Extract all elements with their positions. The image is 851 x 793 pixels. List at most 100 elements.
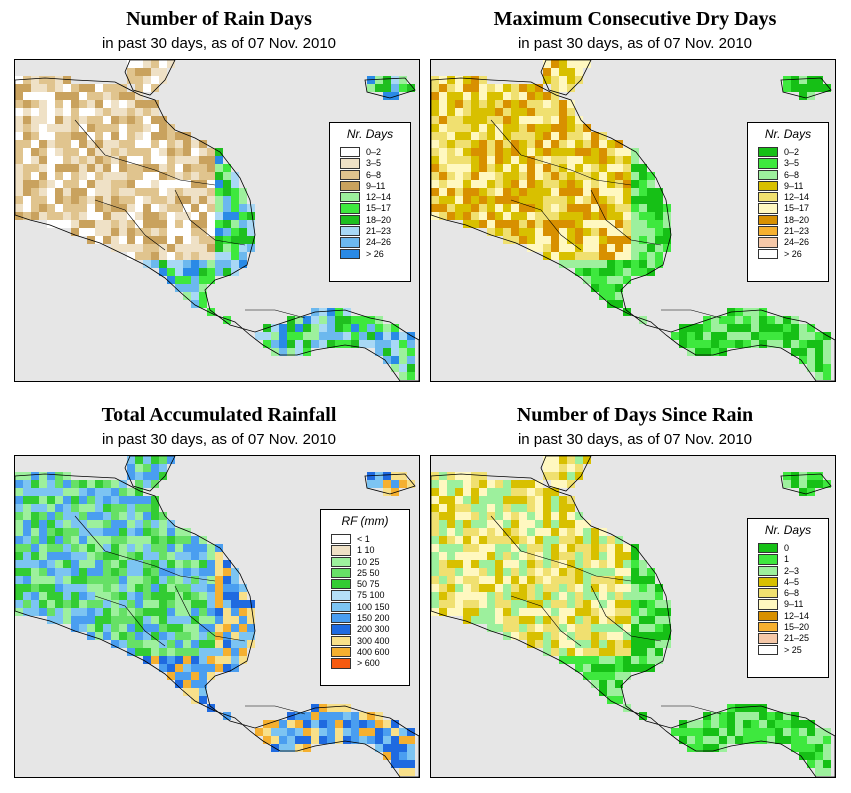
legend-item: 12–14 bbox=[748, 610, 828, 622]
map-max-dry-days bbox=[430, 59, 836, 382]
legend-swatch bbox=[331, 590, 351, 601]
legend-swatch bbox=[331, 601, 351, 613]
legend-label: 15–17 bbox=[784, 203, 810, 214]
legend-swatch bbox=[340, 214, 360, 226]
legend-swatch bbox=[340, 203, 360, 214]
legend-item: 21–23 bbox=[330, 226, 410, 237]
map-canvas bbox=[431, 456, 835, 777]
legend-label: 9–11 bbox=[784, 180, 804, 191]
legend-label: > 26 bbox=[784, 248, 802, 259]
panel-rain-days: Number of Rain Days in past 30 days, as … bbox=[14, 0, 424, 385]
legend-item: 9–11 bbox=[748, 599, 828, 610]
legend-swatch bbox=[331, 545, 351, 556]
legend-label: < 1 bbox=[357, 534, 370, 544]
legend-swatch bbox=[758, 554, 778, 565]
legend-item: 18–20 bbox=[330, 214, 410, 226]
legend-swatch bbox=[758, 248, 778, 259]
legend-item: 3–5 bbox=[330, 158, 410, 169]
legend-item: 21–23 bbox=[748, 226, 828, 237]
legend-label: 0–2 bbox=[784, 147, 800, 157]
panel-subtitle: in past 30 days, as of 07 Nov. 2010 bbox=[517, 431, 753, 448]
legend-item: 2–3 bbox=[748, 565, 828, 577]
legend-item: 1 10 bbox=[321, 545, 409, 556]
legend-label: > 25 bbox=[784, 644, 802, 655]
legend-label: 6–8 bbox=[366, 169, 382, 180]
legend-item: > 600 bbox=[321, 658, 409, 669]
legend-swatch bbox=[331, 579, 351, 590]
panel-subtitle: in past 30 days, as of 07 Nov. 2010 bbox=[101, 431, 337, 448]
legend: Nr. Days 0–2 3–5 6–8 9–11 12–14 15–17 18–20 21–… bbox=[329, 122, 411, 282]
legend-label: 6–8 bbox=[784, 169, 800, 180]
legend-item: 1 bbox=[748, 554, 828, 565]
legend-swatch bbox=[331, 646, 351, 658]
legend-item: 15–17 bbox=[748, 203, 828, 214]
legend-label: 21–25 bbox=[784, 633, 810, 644]
legend-label: 400 600 bbox=[357, 646, 390, 657]
legend-item: 6–8 bbox=[748, 588, 828, 599]
legend-item: 10 25 bbox=[321, 556, 409, 568]
legend-item: 12–14 bbox=[748, 192, 828, 203]
legend-label: > 600 bbox=[357, 658, 380, 669]
legend-swatch bbox=[758, 565, 778, 576]
legend-label: 9–11 bbox=[784, 599, 804, 610]
map-canvas bbox=[15, 456, 419, 777]
map-canvas bbox=[431, 60, 835, 381]
legend-label: 12–14 bbox=[784, 192, 810, 203]
legend-label: 150 200 bbox=[357, 613, 390, 624]
legend-item: < 1 bbox=[321, 534, 409, 545]
legend-label: 9–11 bbox=[366, 180, 386, 191]
legend-item: 6–8 bbox=[330, 169, 410, 181]
legend-label: 3–5 bbox=[784, 158, 800, 169]
legend-swatch bbox=[340, 237, 360, 248]
legend-item: 300 400 bbox=[321, 635, 409, 647]
legend-label: 10 25 bbox=[357, 556, 380, 567]
legend-label: 100 150 bbox=[357, 601, 390, 612]
legend-swatch bbox=[758, 588, 778, 599]
panel-title: Total Accumulated Rainfall bbox=[101, 404, 337, 426]
panel-title: Number of Days Since Rain bbox=[516, 404, 754, 426]
legend-item: 75 100 bbox=[321, 590, 409, 601]
legend-swatch bbox=[340, 192, 360, 203]
legend-label: 300 400 bbox=[357, 635, 390, 646]
legend-item: 100 150 bbox=[321, 601, 409, 613]
legend-item: 6–8 bbox=[748, 169, 828, 181]
legend-item: 200 300 bbox=[321, 624, 409, 635]
legend-item: 400 600 bbox=[321, 646, 409, 658]
legend-item: > 26 bbox=[330, 248, 410, 260]
legend-swatch bbox=[340, 226, 360, 237]
legend-label: 200 300 bbox=[357, 624, 390, 635]
legend-label: 0 bbox=[784, 543, 790, 553]
legend-label: 1 bbox=[784, 554, 790, 565]
legend-item: 15–20 bbox=[748, 622, 828, 633]
legend-label: 18–20 bbox=[366, 214, 392, 225]
legend-title: RF (mm) bbox=[341, 514, 389, 528]
legend-swatch bbox=[331, 567, 351, 579]
legend-label: 15–17 bbox=[366, 203, 392, 214]
legend-swatch bbox=[758, 543, 778, 554]
legend-label: 12–14 bbox=[366, 192, 392, 203]
legend-item: 12–14 bbox=[330, 192, 410, 203]
legend-swatch bbox=[758, 180, 778, 192]
legend-item: 9–11 bbox=[748, 180, 828, 192]
legend-swatch bbox=[340, 248, 360, 259]
legend-item: 15–17 bbox=[330, 203, 410, 214]
legend-label: 4–5 bbox=[784, 576, 800, 587]
legend-item: 150 200 bbox=[321, 613, 409, 624]
legend-label: 75 100 bbox=[357, 590, 385, 601]
legend-swatch bbox=[758, 214, 778, 226]
panel-title: Maximum Consecutive Dry Days bbox=[493, 8, 777, 30]
legend-item: 18–20 bbox=[748, 214, 828, 226]
legend-item: > 25 bbox=[748, 644, 828, 656]
legend-rows: 0–2 3–5 6–8 9–11 12–14 15–17 18–20 21–23 24–26 > … bbox=[330, 147, 410, 260]
legend-swatch bbox=[340, 180, 360, 192]
panel-title: Number of Rain Days bbox=[126, 8, 312, 30]
legend-label: 1 10 bbox=[357, 545, 375, 556]
legend-label: 50 75 bbox=[357, 579, 380, 590]
legend-label: > 26 bbox=[366, 248, 384, 259]
legend-swatch bbox=[758, 192, 778, 203]
legend-swatch bbox=[331, 556, 351, 567]
legend-swatch bbox=[758, 633, 778, 644]
panel-max-dry-days: Maximum Consecutive Dry Days in past 30 … bbox=[430, 0, 840, 385]
legend-swatch bbox=[758, 622, 778, 633]
